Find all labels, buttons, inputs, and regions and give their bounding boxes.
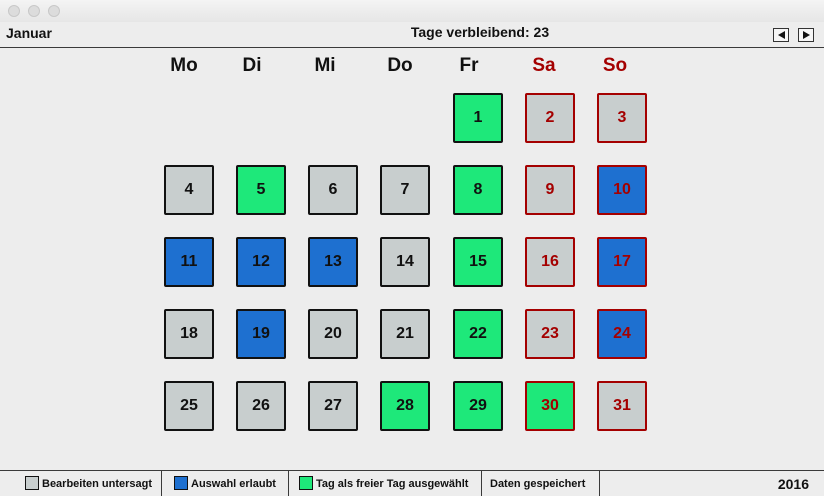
window-close-button[interactable] bbox=[8, 5, 20, 17]
day-cell-26[interactable]: 26 bbox=[236, 381, 286, 431]
legend-locked-label: Bearbeiten untersagt bbox=[42, 478, 153, 490]
day-cell-3[interactable]: 3 bbox=[597, 93, 647, 143]
previous-month-button[interactable] bbox=[773, 28, 789, 42]
next-month-button[interactable] bbox=[798, 28, 814, 42]
day-cell-11[interactable]: 11 bbox=[164, 237, 214, 287]
month-label: Januar bbox=[6, 25, 52, 41]
day-cell-6[interactable]: 6 bbox=[308, 165, 358, 215]
day-cell-12[interactable]: 12 bbox=[236, 237, 286, 287]
day-cell-25[interactable]: 25 bbox=[164, 381, 214, 431]
remaining-days-label: Tage verbleibend: 23 bbox=[410, 24, 550, 40]
save-status: Daten gespeichert bbox=[482, 471, 600, 496]
legend-allowed-label: Auswahl erlaubt bbox=[191, 478, 276, 490]
year-label: 2016 bbox=[777, 476, 809, 492]
legend-free-swatch bbox=[299, 476, 313, 490]
legend-allowed: Auswahl erlaubt bbox=[162, 471, 289, 496]
day-cell-30[interactable]: 30 bbox=[525, 381, 575, 431]
day-cell-9[interactable]: 9 bbox=[525, 165, 575, 215]
day-cell-1[interactable]: 1 bbox=[453, 93, 503, 143]
day-cell-19[interactable]: 19 bbox=[236, 309, 286, 359]
day-cell-7[interactable]: 7 bbox=[380, 165, 430, 215]
day-cell-2[interactable]: 2 bbox=[525, 93, 575, 143]
day-cell-4[interactable]: 4 bbox=[164, 165, 214, 215]
day-cell-21[interactable]: 21 bbox=[380, 309, 430, 359]
day-cell-5[interactable]: 5 bbox=[236, 165, 286, 215]
day-cell-18[interactable]: 18 bbox=[164, 309, 214, 359]
calendar-header: Januar Tage verbleibend: 23 bbox=[0, 22, 824, 48]
day-cell-15[interactable]: 15 bbox=[453, 237, 503, 287]
weekday-header: Di bbox=[242, 55, 262, 76]
status-bar: Bearbeiten untersagt Auswahl erlaubt Tag… bbox=[0, 470, 824, 496]
weekday-header: Sa bbox=[532, 55, 556, 76]
weekday-header: Mo bbox=[170, 55, 198, 76]
legend-free: Tag als freier Tag ausgewählt bbox=[289, 471, 482, 496]
window-minimize-button[interactable] bbox=[28, 5, 40, 17]
day-cell-22[interactable]: 22 bbox=[453, 309, 503, 359]
arrow-right-icon bbox=[803, 31, 810, 39]
weekday-header: Fr bbox=[459, 55, 479, 76]
day-cell-17[interactable]: 17 bbox=[597, 237, 647, 287]
legend-locked: Bearbeiten untersagt bbox=[0, 471, 162, 496]
day-cell-28[interactable]: 28 bbox=[380, 381, 430, 431]
save-status-label: Daten gespeichert bbox=[490, 478, 586, 490]
day-cell-8[interactable]: 8 bbox=[453, 165, 503, 215]
legend-allowed-swatch bbox=[174, 476, 188, 490]
day-cell-23[interactable]: 23 bbox=[525, 309, 575, 359]
window-zoom-button[interactable] bbox=[48, 5, 60, 17]
day-cell-16[interactable]: 16 bbox=[525, 237, 575, 287]
day-cell-27[interactable]: 27 bbox=[308, 381, 358, 431]
day-cell-31[interactable]: 31 bbox=[597, 381, 647, 431]
legend-locked-swatch bbox=[25, 476, 39, 490]
day-cell-10[interactable]: 10 bbox=[597, 165, 647, 215]
day-cell-24[interactable]: 24 bbox=[597, 309, 647, 359]
day-cell-13[interactable]: 13 bbox=[308, 237, 358, 287]
day-cell-20[interactable]: 20 bbox=[308, 309, 358, 359]
day-cell-29[interactable]: 29 bbox=[453, 381, 503, 431]
window-title-bar bbox=[0, 0, 824, 23]
day-cell-14[interactable]: 14 bbox=[380, 237, 430, 287]
arrow-left-icon bbox=[778, 31, 785, 39]
weekday-header: So bbox=[602, 55, 628, 76]
weekday-header: Do bbox=[387, 55, 413, 76]
legend-free-label: Tag als freier Tag ausgewählt bbox=[316, 478, 469, 490]
weekday-header: Mi bbox=[314, 55, 336, 76]
